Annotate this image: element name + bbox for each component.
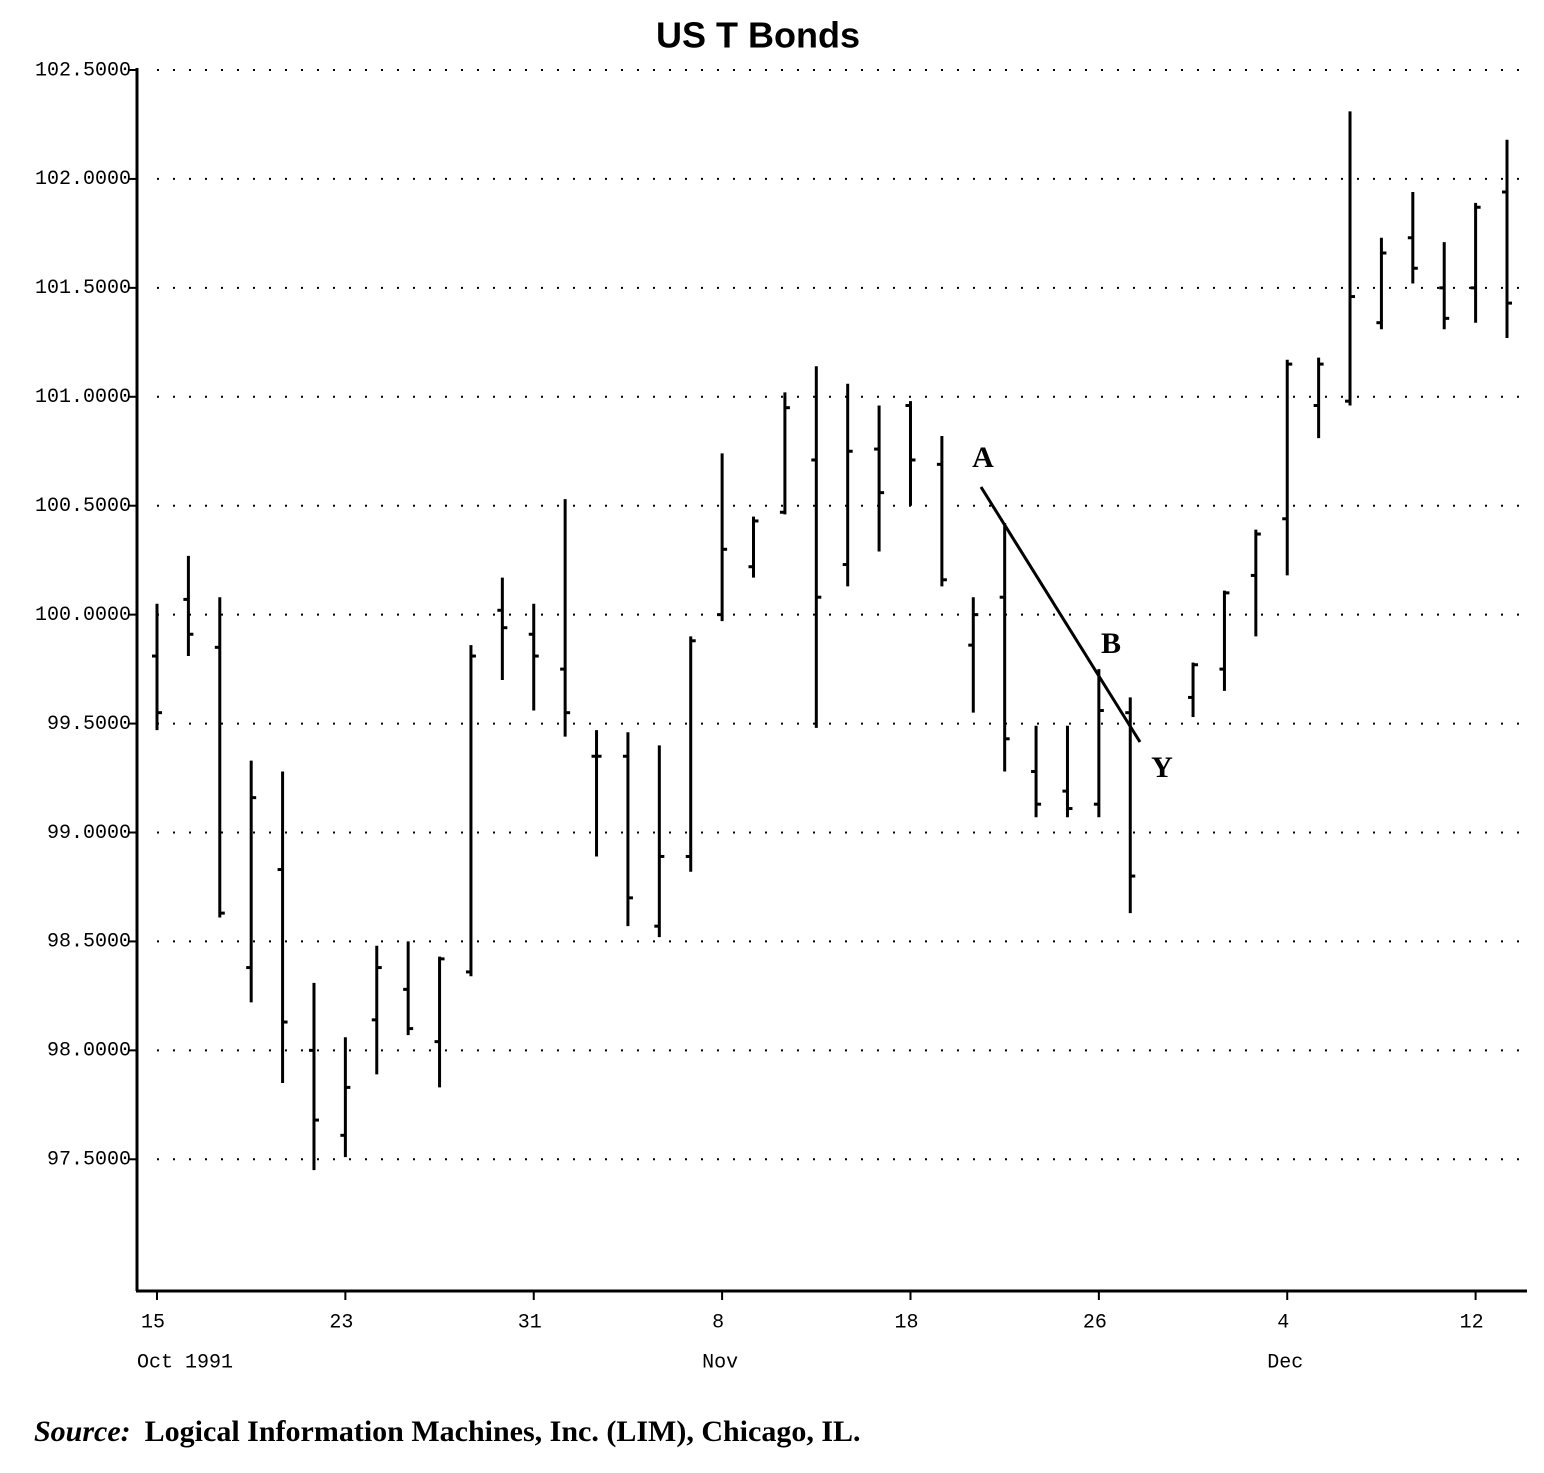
y-tick-label: 101.0000 — [35, 386, 131, 409]
x-tick-label: 15 — [141, 1311, 165, 1334]
source: Source: Logical Information Machines, Inc… — [34, 1415, 861, 1448]
x-tick-label: 18 — [894, 1311, 918, 1334]
x-tick-label: 23 — [329, 1311, 353, 1334]
x-tick-label: 12 — [1460, 1311, 1484, 1334]
x-tick-label: 31 — [518, 1311, 542, 1334]
annotation: B — [1101, 627, 1121, 660]
y-tick-label: 98.5000 — [47, 931, 131, 954]
y-tick-label: 98.0000 — [47, 1040, 131, 1063]
month-label: Nov — [702, 1351, 738, 1374]
y-tick-label: 101.5000 — [35, 277, 131, 300]
x-tick-label: 8 — [712, 1311, 724, 1334]
y-tick-label: 102.0000 — [35, 168, 131, 191]
source-text: Logical Information Machines, Inc. (LIM)… — [145, 1415, 861, 1448]
annotation: A — [972, 441, 994, 474]
y-tick-label: 100.5000 — [35, 495, 131, 518]
y-tick-label: 99.0000 — [47, 822, 131, 845]
y-tick-label: 100.0000 — [35, 604, 131, 627]
y-tick-label: 97.5000 — [47, 1149, 131, 1172]
chart-title: US T Bonds — [656, 15, 860, 56]
x-tick-label: 4 — [1277, 1311, 1289, 1334]
annotation: Y — [1151, 751, 1173, 784]
source-label: Source: — [34, 1415, 131, 1448]
month-label: Dec — [1267, 1351, 1303, 1374]
y-tick-label: 99.5000 — [47, 713, 131, 736]
x-tick-label: 26 — [1083, 1311, 1107, 1334]
y-tick-label: 102.5000 — [35, 59, 131, 82]
month-label: Oct 1991 — [137, 1351, 233, 1374]
trend-line — [979, 486, 1142, 743]
